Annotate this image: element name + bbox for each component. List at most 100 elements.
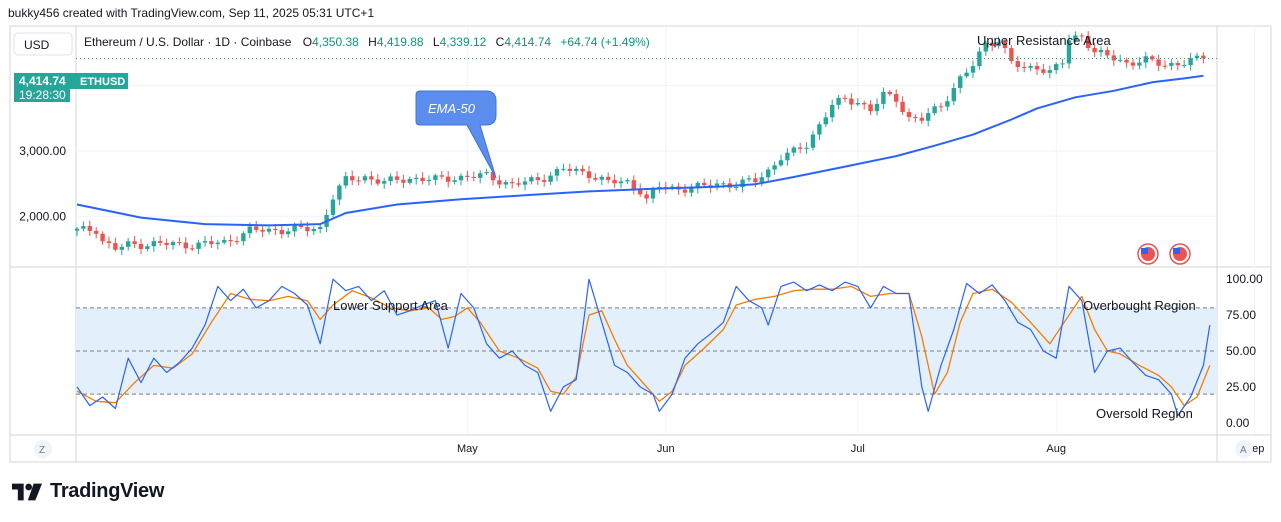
candle-body xyxy=(484,172,489,174)
upper-resistance-label: Upper Resistance Area xyxy=(977,33,1111,48)
candle-body xyxy=(798,147,803,149)
z-button[interactable]: Z xyxy=(39,445,45,456)
candle-body xyxy=(567,168,572,171)
candle-body xyxy=(1182,65,1187,67)
oscillator-axis: 0.00 25.00 50.00 75.00 100.00 xyxy=(1226,272,1263,430)
candle-body xyxy=(1150,56,1155,60)
candle-body xyxy=(791,147,796,153)
legend-symbol[interactable]: Ethereum / U.S. Dollar · 1D · Coinbase xyxy=(84,35,292,49)
candle-body xyxy=(586,171,592,178)
candle-body xyxy=(215,242,220,245)
candle-body xyxy=(554,169,560,176)
candle-body xyxy=(113,243,118,250)
candle-body xyxy=(196,242,201,249)
candle-body xyxy=(369,176,374,180)
legend-high: 4,419.88 xyxy=(377,35,424,49)
candle-body xyxy=(766,169,771,178)
candle-body xyxy=(938,106,944,108)
candle-body xyxy=(177,242,182,244)
candle-body xyxy=(932,106,937,114)
candle-body xyxy=(458,175,464,181)
z-button-bg xyxy=(34,440,52,458)
brand[interactable]: TradingView xyxy=(12,480,164,503)
candle-body xyxy=(228,240,233,242)
candle-body xyxy=(894,94,899,102)
candle-body xyxy=(266,228,272,232)
candle-body xyxy=(919,117,924,121)
legend: Ethereum / U.S. Dollar · 1D · Coinbase O… xyxy=(84,35,650,49)
currency-button[interactable]: USD xyxy=(24,38,50,52)
legend-close: 4,414.74 xyxy=(504,35,551,49)
candle-body xyxy=(1105,49,1110,56)
legend-open: 4,350.38 xyxy=(312,35,359,49)
candle-body xyxy=(497,180,502,185)
candle-body xyxy=(145,246,150,249)
candle-body xyxy=(606,176,611,180)
price-tick-label: 3,000.00 xyxy=(19,144,66,158)
candle-body xyxy=(260,229,265,232)
candle-body xyxy=(522,181,528,185)
stoch-d-line xyxy=(76,285,1211,407)
candle-body xyxy=(426,179,432,182)
candle-body xyxy=(746,178,752,180)
candle-body xyxy=(1137,62,1142,66)
candle-body xyxy=(734,187,739,189)
countdown-badge-bg xyxy=(14,87,70,102)
a-button[interactable]: A xyxy=(1240,445,1247,456)
price-tick-label: 2,000.00 xyxy=(19,209,66,223)
candle-body xyxy=(132,241,137,244)
candle-body xyxy=(375,179,380,184)
candle-body xyxy=(631,180,636,189)
legend-low: 4,339.12 xyxy=(440,35,487,49)
candle-body xyxy=(977,51,982,67)
a-button-bg xyxy=(1235,440,1253,458)
candle-body xyxy=(362,176,368,181)
candle-body xyxy=(689,188,694,193)
currency-button-frame xyxy=(13,32,73,56)
time-tick-label: Jun xyxy=(657,443,675,455)
candle-body xyxy=(1162,65,1168,67)
candle-body xyxy=(439,175,444,177)
candle-body xyxy=(990,42,995,47)
candle-body xyxy=(1060,63,1065,65)
candle-body xyxy=(292,225,297,232)
candle-body xyxy=(273,228,278,231)
candle-body xyxy=(970,66,976,73)
candle-body xyxy=(452,180,457,182)
price-badge-symbol: ETHUSD xyxy=(80,76,125,88)
price-badge-bg xyxy=(14,73,128,89)
candle-body xyxy=(599,176,604,180)
candle-body xyxy=(1156,59,1161,66)
candle-body xyxy=(1066,40,1072,64)
candle-body xyxy=(1041,69,1046,73)
candle-body xyxy=(926,113,931,121)
legend-line: Ethereum / U.S. Dollar · 1D · Coinbase O… xyxy=(84,35,650,49)
oversold-label: Oversold Region xyxy=(1096,406,1193,421)
candle-body xyxy=(535,177,540,181)
us-flag-canton-2 xyxy=(1173,248,1180,254)
stoch-levels xyxy=(76,307,1217,395)
lower-support-label: Lower Support Area xyxy=(333,298,449,313)
candle-body xyxy=(164,242,169,246)
candle-body xyxy=(1143,56,1148,63)
candle-body xyxy=(887,91,892,95)
candle-body xyxy=(471,176,476,178)
candle-body xyxy=(1079,35,1084,37)
candle-body xyxy=(414,177,419,179)
candle-body xyxy=(638,188,643,195)
candle-body xyxy=(1092,47,1097,53)
candle-body xyxy=(330,199,336,215)
candle-body xyxy=(958,76,963,88)
event-flags[interactable] xyxy=(1137,243,1191,265)
price-badge-countdown: 19:28:30 xyxy=(19,88,66,102)
candle-body xyxy=(874,103,880,112)
osc-tick-label: 75.00 xyxy=(1226,308,1256,322)
candle-body xyxy=(478,173,483,178)
candle-body xyxy=(81,226,86,229)
ema-50-line xyxy=(76,74,1204,227)
candle-body xyxy=(772,165,777,170)
candle-body xyxy=(849,98,854,105)
stoch-k-line xyxy=(76,278,1211,417)
candle-body xyxy=(126,241,131,247)
